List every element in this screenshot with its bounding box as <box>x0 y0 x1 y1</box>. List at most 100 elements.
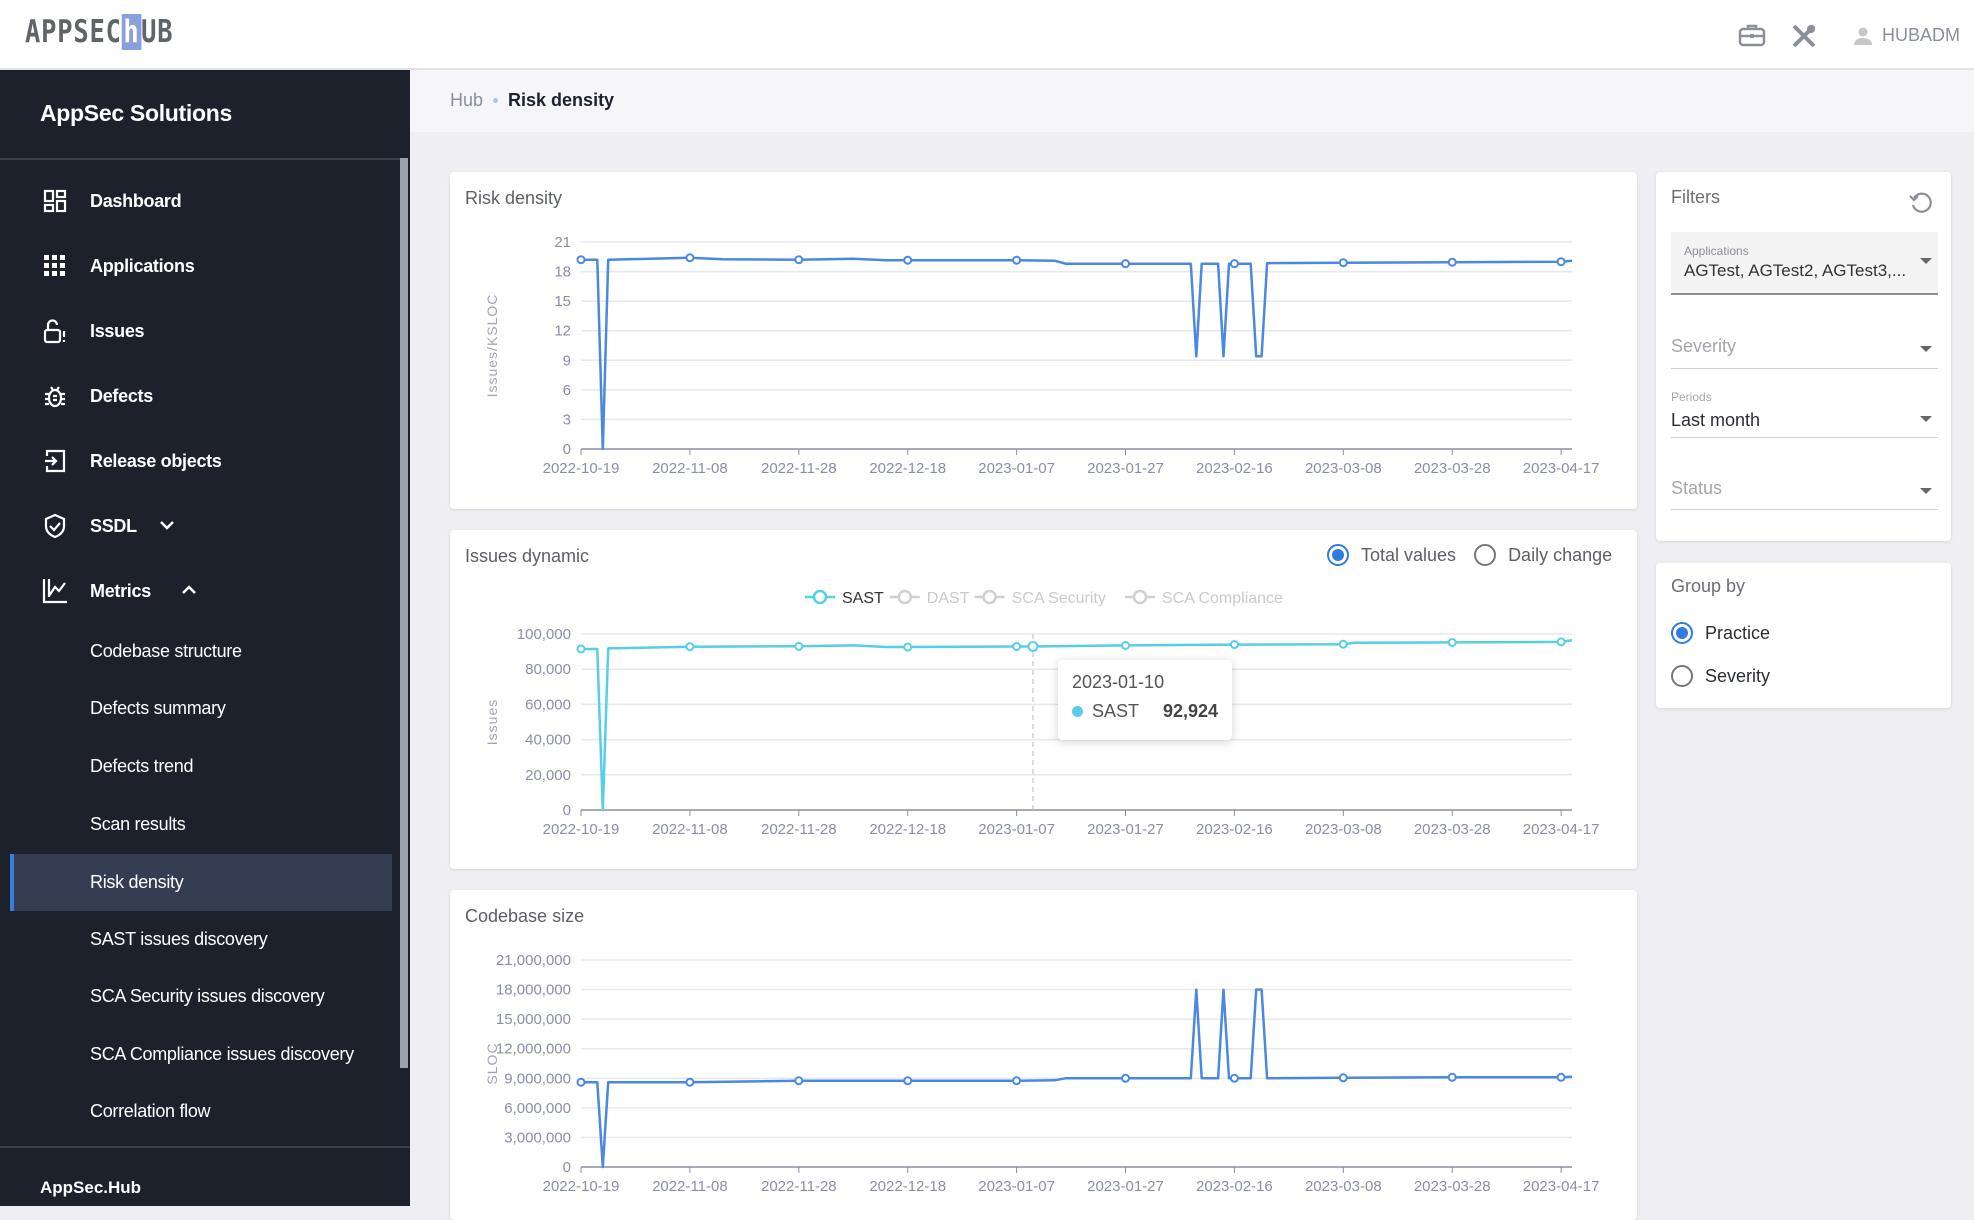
x-tick-label: 2023-01-07 <box>978 460 1055 477</box>
sidebar-subitem-sast-issues-discovery[interactable]: SAST issues discovery <box>90 929 268 949</box>
sidebar-subitem-sca-compliance-issues-discovery[interactable]: SCA Compliance issues discovery <box>90 1044 354 1064</box>
sidebar-item-issues[interactable]: Issues <box>0 303 398 359</box>
sidebar-subitem-defects-summary[interactable]: Defects summary <box>90 698 226 718</box>
radio-daily-change[interactable] <box>1474 544 1497 566</box>
top-header: APPSEChUB HUBADM <box>0 0 1974 70</box>
group-by-severity[interactable]: Severity <box>1671 665 1770 687</box>
field-label: Applications <box>1684 244 1749 258</box>
series-line <box>581 256 1573 451</box>
status-select[interactable]: Status <box>1671 478 1938 510</box>
sidebar-item-dashboard[interactable]: Dashboard <box>0 173 398 229</box>
briefcase-icon[interactable] <box>1738 22 1766 55</box>
x-tick-label: 2023-03-08 <box>1305 1178 1382 1195</box>
chevron-down-icon[interactable] <box>159 517 175 535</box>
radio-practice[interactable] <box>1671 622 1693 644</box>
data-point <box>1338 258 1348 268</box>
y-tick-label: 20,000 <box>525 767 571 784</box>
nav-label: Applications <box>90 255 195 276</box>
y-tick-label: 6,000,000 <box>504 1100 571 1117</box>
breadcrumb-separator <box>493 98 499 103</box>
divider <box>0 1146 410 1148</box>
y-tick-label: 0 <box>563 802 571 819</box>
y-tick-label: 9 <box>563 352 571 369</box>
periods-select[interactable]: Periods Last month <box>1671 390 1938 438</box>
tooltip-value: 92,924 <box>1162 701 1218 721</box>
chevron-up-icon[interactable] <box>181 582 197 600</box>
radio-label: Severity <box>1705 665 1771 686</box>
sidebar-item-applications[interactable]: Applications <box>0 238 398 294</box>
data-point <box>794 255 804 265</box>
tools-icon[interactable] <box>1790 22 1818 57</box>
group-by-title: Group by <box>1671 576 1746 596</box>
applications-select[interactable]: Applications AGTest, AGTest2, AGTest3,..… <box>1671 232 1938 295</box>
nav-label: Metrics <box>90 580 151 601</box>
legend-marker-icon <box>897 589 913 605</box>
data-point <box>1121 259 1131 269</box>
logo-text: APPSEC <box>25 14 122 50</box>
y-tick-label: 6 <box>563 382 571 399</box>
breadcrumb: Hub Risk density <box>450 90 614 111</box>
x-tick-label: 2023-04-17 <box>1523 460 1600 477</box>
data-point <box>685 642 695 652</box>
bug-icon <box>40 381 70 411</box>
x-tick-label: 2023-01-27 <box>1087 1178 1164 1195</box>
card-title: Issues dynamic <box>465 546 590 566</box>
sidebar-item-metrics[interactable]: Metrics <box>0 563 398 619</box>
group-by-practice[interactable]: Practice <box>1671 622 1770 644</box>
divider <box>0 158 400 160</box>
sidebar-item-release-objects[interactable]: Release objects <box>0 433 398 489</box>
sidebar-item-defects[interactable]: Defects <box>0 368 398 424</box>
tooltip-series: SAST <box>1092 701 1140 721</box>
breadcrumb-hub-link[interactable]: Hub <box>450 90 484 110</box>
issues-mode-toggle: Total values Daily change <box>1327 544 1612 566</box>
apps-grid-icon <box>40 251 70 281</box>
sidebar-subitem-correlation-flow[interactable]: Correlation flow <box>90 1101 211 1121</box>
sidebar-subitem-risk-density[interactable]: Risk density <box>10 854 392 911</box>
radio-total-values[interactable] <box>1327 544 1349 566</box>
x-tick-label: 2022-11-28 <box>761 821 837 838</box>
series-dot-icon <box>1072 706 1083 717</box>
codebase-size-chart[interactable]: 0 3,000,000 6,000,000 9,000,000 12,000,000 15… <box>450 890 1637 1220</box>
y-tick-label: 0 <box>563 1159 571 1176</box>
legend-item-sca-compliance[interactable]: SCA Compliance <box>1125 589 1283 607</box>
y-tick-label: 80,000 <box>525 661 571 678</box>
radio-severity[interactable] <box>1671 665 1693 687</box>
field-placeholder: Status <box>1671 478 1723 498</box>
reset-filters-icon[interactable] <box>1908 190 1934 219</box>
sidebar-scrollbar[interactable] <box>400 158 408 1068</box>
issues-dynamic-chart[interactable]: 0 20,000 40,000 60,000 80,000 100,000 2022-10-… <box>450 530 1637 869</box>
data-point <box>1121 640 1131 650</box>
x-tick-label: 2022-10-19 <box>543 1178 620 1195</box>
data-point <box>1229 259 1239 269</box>
x-tick-label: 2023-04-17 <box>1523 1178 1600 1195</box>
tooltip-date: 2023-01-10 <box>1072 672 1165 692</box>
legend-item-sast[interactable]: SAST <box>805 589 884 607</box>
data-point <box>1121 1073 1131 1083</box>
group-by-panel: Group by Practice Severity <box>1656 563 1951 708</box>
legend-item-sca-security[interactable]: SCA Security <box>974 589 1106 607</box>
risk-density-chart[interactable]: 0 3 6 9 12 15 18 21 2022-10-19 2022-11-08 2022-11-… <box>450 172 1637 509</box>
y-tick-label: 15,000,000 <box>496 1011 571 1028</box>
x-tick-label: 2023-03-28 <box>1414 460 1491 477</box>
nav-label: SSDL <box>90 515 137 536</box>
user-menu[interactable]: HUBADM <box>1882 25 1961 45</box>
y-tick-label: 9,000,000 <box>504 1070 571 1087</box>
severity-select[interactable]: Severity <box>1671 336 1938 369</box>
sidebar-subitem-sca-security-issues-discovery[interactable]: SCA Security issues discovery <box>90 986 325 1006</box>
y-tick-label: 60,000 <box>525 696 571 713</box>
sidebar-subitem-scan-results[interactable]: Scan results <box>90 814 186 834</box>
x-tick-label: 2023-03-28 <box>1414 1178 1491 1195</box>
legend-label: SAST <box>842 590 884 607</box>
data-point <box>1012 641 1022 651</box>
legend-item-dast[interactable]: DAST <box>889 589 970 607</box>
sidebar-subitem-codebase-structure[interactable]: Codebase structure <box>90 641 242 661</box>
appsec-hub-logo[interactable]: APPSEChUB <box>25 14 173 50</box>
y-tick-label: 21 <box>554 234 571 251</box>
sidebar-item-ssdl[interactable]: SSDL <box>0 498 398 554</box>
x-tick-label: 2022-11-08 <box>652 821 728 838</box>
legend-marker-icon <box>1132 589 1148 605</box>
x-tick-label: 2022-11-08 <box>652 1178 728 1195</box>
sidebar-subitem-defects-trend[interactable]: Defects trend <box>90 756 194 776</box>
risk-density-card: Risk density 0 3 6 9 12 15 18 21 2022-10-19 2022-… <box>450 172 1637 509</box>
data-point <box>903 642 913 652</box>
